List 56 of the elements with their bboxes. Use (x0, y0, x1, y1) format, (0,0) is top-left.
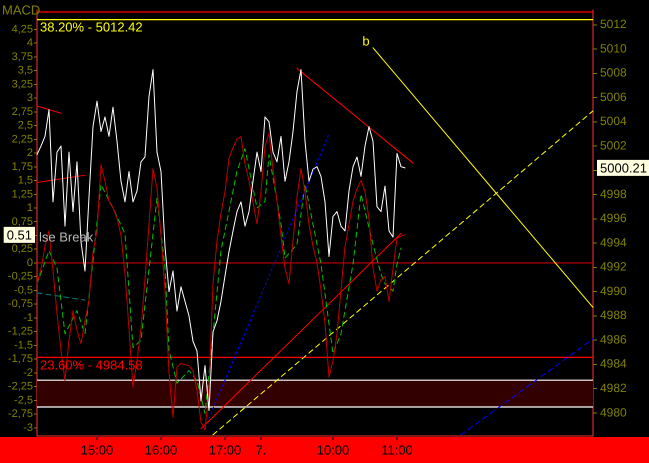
y-tick-label: -0,75 (8, 298, 33, 310)
x-tick-label: 10:00 (316, 442, 350, 458)
y-tick-label: -2,25 (8, 380, 33, 393)
y-tick-label: 0,25 (12, 243, 33, 256)
y-tick-label: -0,25 (8, 270, 33, 283)
x-tick-label: 15:00 (80, 442, 114, 458)
y-tick-label: 1,25 (12, 188, 33, 200)
y2-tick-label: 4996 (600, 211, 628, 226)
annotation: b (362, 33, 370, 48)
y2-tick-label: 4980 (600, 405, 628, 420)
y-tick-label: 0 (26, 256, 33, 269)
y-tick-label: 3,25 (12, 78, 33, 90)
y2-tick-label: 4988 (600, 308, 628, 322)
y2-tick-label: 4982 (600, 381, 628, 395)
y-tick-label: 4,25 (12, 23, 33, 36)
x-tick-label: 11:00 (381, 442, 413, 458)
y-tick-label: -3 (23, 422, 33, 434)
y-tick-label: 2,75 (12, 106, 33, 118)
y-tick-label: -1 (23, 312, 33, 324)
y2-tick-label: 4990 (600, 284, 628, 298)
y2-tick-label: 4992 (600, 260, 628, 274)
y-tick-label: 2,5 (18, 120, 33, 132)
y-tick-label: -1,75 (8, 353, 33, 366)
y2-tick-label: 5006 (600, 90, 628, 104)
y-tick-label: -2 (23, 366, 33, 379)
y-tick-label: 1 (26, 202, 33, 214)
y2-tick-label: 5012 (600, 17, 628, 32)
y-tick-label: -2,5 (14, 394, 33, 406)
y2-tick-label: 5002 (600, 138, 628, 152)
x-tick-label: 16:00 (144, 442, 178, 458)
y2-tick-label: 4998 (600, 186, 628, 201)
y-tick-label: 0,75 (12, 216, 33, 228)
y-axis-title: MACD (2, 2, 40, 18)
y-tick-label: 2 (26, 147, 33, 160)
y-tick-label: 3 (26, 92, 33, 104)
y-tick-label: -2,75 (8, 408, 33, 420)
y-tick-label: -1,5 (14, 339, 33, 352)
y2-tick-label: 5004 (600, 114, 628, 128)
y2-tick-label: 4986 (600, 332, 628, 346)
y-tick-label: 3,75 (12, 50, 33, 63)
text: 0.51 (6, 227, 32, 242)
y-tick-label: 4 (26, 37, 33, 50)
y2-tick-label: 5008 (600, 66, 628, 80)
y-tick-label: 1,75 (12, 160, 33, 173)
x-tick-label: 7. (256, 442, 266, 458)
y-tick-label: -0,5 (14, 284, 33, 296)
y-tick-label: 2,25 (12, 133, 33, 146)
y-tick-label: 1,5 (18, 174, 33, 187)
y2-tick-label: 5010 (600, 41, 628, 56)
y-tick-label: -1,25 (8, 326, 33, 338)
x-tick-label: 17:00 (208, 442, 242, 458)
y2-tick-label: 4984 (600, 356, 628, 371)
text: 5000.21 (600, 160, 647, 176)
y-tick-label: 3,5 (18, 64, 33, 77)
annotation: 38.20% - 5012.42 (40, 20, 143, 35)
y2-tick-label: 4994 (600, 235, 628, 250)
